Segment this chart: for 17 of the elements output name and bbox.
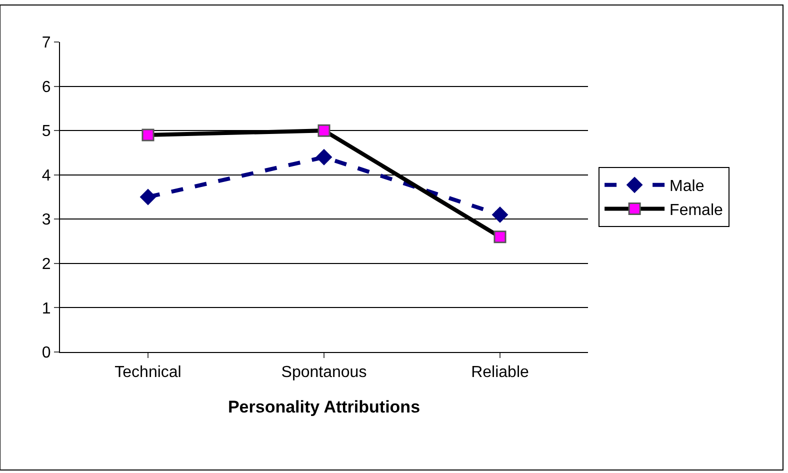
y-tick-label: 6	[42, 78, 51, 96]
y-tick-label: 0	[42, 344, 51, 362]
x-axis-title: Personality Attributions	[228, 398, 420, 417]
point	[316, 149, 332, 166]
legend-label: Female	[670, 202, 724, 219]
y-tick-label: 3	[42, 212, 51, 229]
x-tick-label: Technical	[114, 364, 182, 382]
x-tick-label: Reliable	[471, 364, 530, 382]
y-tick-label: 7	[42, 34, 51, 52]
point	[140, 189, 156, 205]
legend-label: Male	[670, 178, 704, 196]
y-tick-label: 2	[42, 256, 51, 274]
x-tick-label: Spontanous	[281, 364, 367, 382]
y-tick-label: 1	[42, 300, 51, 318]
y-tick-label: 5	[42, 123, 51, 140]
point	[492, 206, 508, 223]
y-tick-label: 4	[42, 167, 51, 184]
